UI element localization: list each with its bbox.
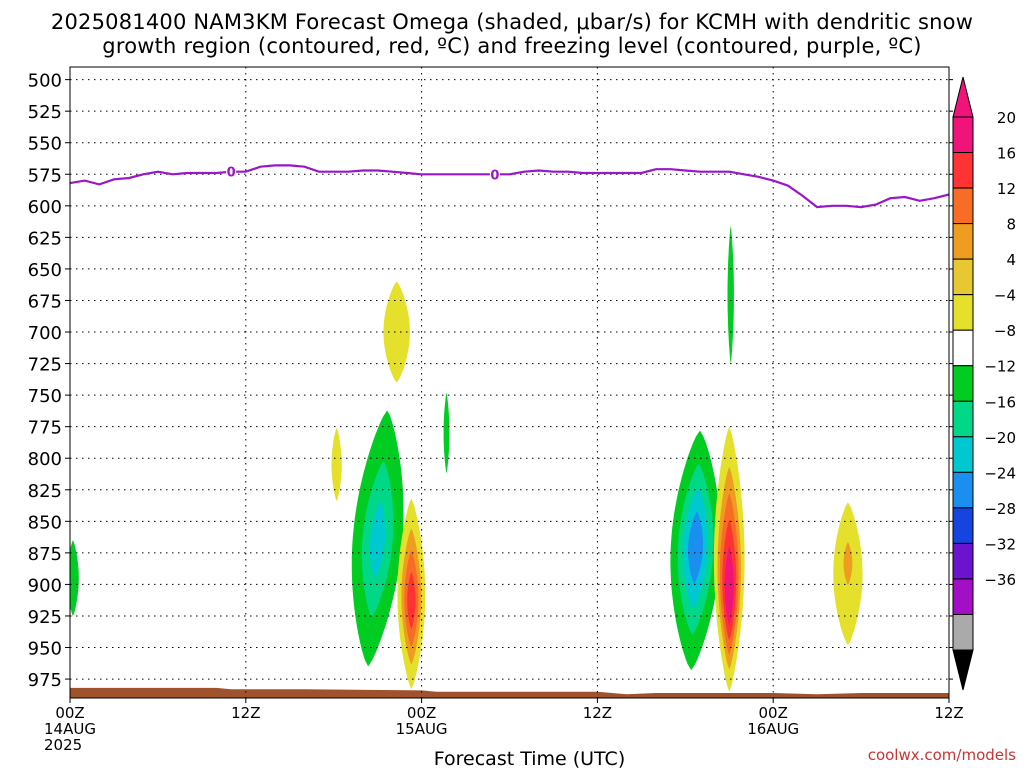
colorbar-label-13: −36 [984, 571, 1016, 589]
gridlines [70, 67, 949, 698]
y-tick-label-825: 825 [28, 481, 62, 502]
x-tick-label-12-0: 12Z [231, 704, 260, 722]
x-tick-label-0-2: 2025 [44, 736, 82, 754]
omega-contour-negative-blob-day1-2 [369, 501, 386, 579]
colorbar-swatch-2 [952, 187, 974, 225]
plot-frame [69, 66, 950, 699]
colorbar-label-5: −4 [994, 287, 1016, 305]
y-tick-label-975: 975 [28, 670, 62, 691]
colorbar-label-11: −28 [984, 500, 1016, 518]
x-tick-label-0-1: 14AUG [44, 720, 96, 738]
colorbar-label-0: 20 [997, 109, 1016, 127]
y-tick-label-950: 950 [28, 639, 62, 660]
omega-contour-green-sliver-780-0 [443, 392, 450, 474]
y-tick-label-550: 550 [28, 134, 62, 155]
colorbar-label-2: 12 [997, 180, 1016, 198]
y-tick-label-650: 650 [28, 260, 62, 281]
colorbar-swatch-8 [952, 400, 974, 438]
y-tick-label-925: 925 [28, 607, 62, 628]
colorbar-label-8: −16 [984, 393, 1016, 411]
terrain-fill [70, 687, 949, 698]
y-tick-label-675: 675 [28, 291, 62, 312]
colorbar-swatch-7 [952, 365, 974, 402]
colorbar-label-10: −24 [984, 464, 1016, 482]
omega-contour-yellow-blob-700-0 [383, 281, 410, 383]
y-tick-label-775: 775 [28, 418, 62, 439]
colorbar-swatch-6 [952, 329, 974, 367]
y-tick-label-575: 575 [28, 165, 62, 186]
y-axis: 500 525 550 575 600 625 650 675 700 725 750 775 800 8… [28, 71, 953, 691]
colorbar-swatch-10 [952, 471, 974, 509]
colorbar-bottom-arrow [952, 649, 974, 691]
y-tick-label-725: 725 [28, 355, 62, 376]
x-axis-label: Forecast Time (UTC) [434, 748, 625, 768]
y-tick-label-525: 525 [28, 102, 62, 123]
y-tick-label-850: 850 [28, 512, 62, 533]
y-tick-label-750: 750 [28, 386, 62, 407]
credit-link[interactable]: coolwx.com/models [867, 746, 1016, 764]
omega-shading [70, 226, 863, 692]
colorbar-label-4: 4 [1006, 251, 1016, 269]
y-tick-label-700: 700 [28, 323, 62, 344]
y-tick-label-600: 600 [28, 197, 62, 218]
chart-title-line-1: 2025081400 NAM3KM Forecast Omega (shaded… [50, 10, 974, 34]
y-tick-label-875: 875 [28, 544, 62, 565]
x-tick-label-0-0: 00Z [55, 704, 84, 722]
colorbar: 20 16 12 8 4 −4 −8 −12 −16 −20 −24 −28 −32 −36 [952, 76, 1016, 691]
colorbar-swatch-14 [952, 613, 974, 651]
omega-contour-positive-blob-day2-4 [724, 545, 734, 626]
x-tick-label-24-1: 15AUG [396, 720, 448, 738]
colorbar-swatch-5 [952, 294, 974, 331]
x-tick-label-24-0: 00Z [407, 704, 436, 722]
freezing-level-line [70, 164, 949, 209]
freezing-level-label-0: 0 [227, 166, 236, 181]
freezing-level-label-1: 0 [490, 168, 499, 183]
x-tick-label-60-0: 12Z [934, 704, 963, 722]
x-tick-label-36-0: 12Z [583, 704, 612, 722]
colorbar-swatch-0 [952, 116, 974, 154]
x-tick-label-48-0: 00Z [759, 704, 788, 722]
colorbar-label-3: 8 [1006, 216, 1016, 234]
omega-contour-yellow-blob-800-0 [331, 427, 342, 502]
freezing-label-bg-1 [489, 167, 500, 182]
chart-title-line-2: growth region (contoured, red, ºC) and f… [102, 34, 922, 58]
x-tick-label-48-1: 16AUG [747, 720, 799, 738]
y-tick-label-900: 900 [28, 575, 62, 596]
omega-contour-green-thin-650-0 [727, 226, 734, 364]
colorbar-swatch-11 [952, 507, 974, 544]
colorbar-label-6: −8 [994, 322, 1016, 340]
colorbar-label-12: −32 [984, 535, 1016, 553]
omega-contour-positive-blob-day1-3 [407, 571, 416, 630]
colorbar-swatch-4 [952, 258, 974, 296]
colorbar-label-7: −12 [984, 358, 1016, 376]
colorbar-swatch-3 [952, 223, 974, 260]
colorbar-swatch-12 [952, 542, 974, 580]
colorbar-swatch-13 [952, 578, 974, 615]
colorbar-top-arrow [952, 76, 974, 118]
y-tick-label-800: 800 [28, 449, 62, 470]
colorbar-label-1: 16 [997, 145, 1016, 163]
freezing-label-bg-0 [226, 164, 237, 179]
omega-contour-green-left-edge-0 [70, 540, 79, 616]
colorbar-label-9: −20 [984, 429, 1016, 447]
colorbar-swatch-9 [952, 436, 974, 473]
y-tick-label-500: 500 [28, 71, 62, 92]
omega-contour-negative-blob-day2-3 [688, 511, 704, 584]
y-tick-label-625: 625 [28, 228, 62, 249]
colorbar-swatch-1 [952, 152, 974, 189]
